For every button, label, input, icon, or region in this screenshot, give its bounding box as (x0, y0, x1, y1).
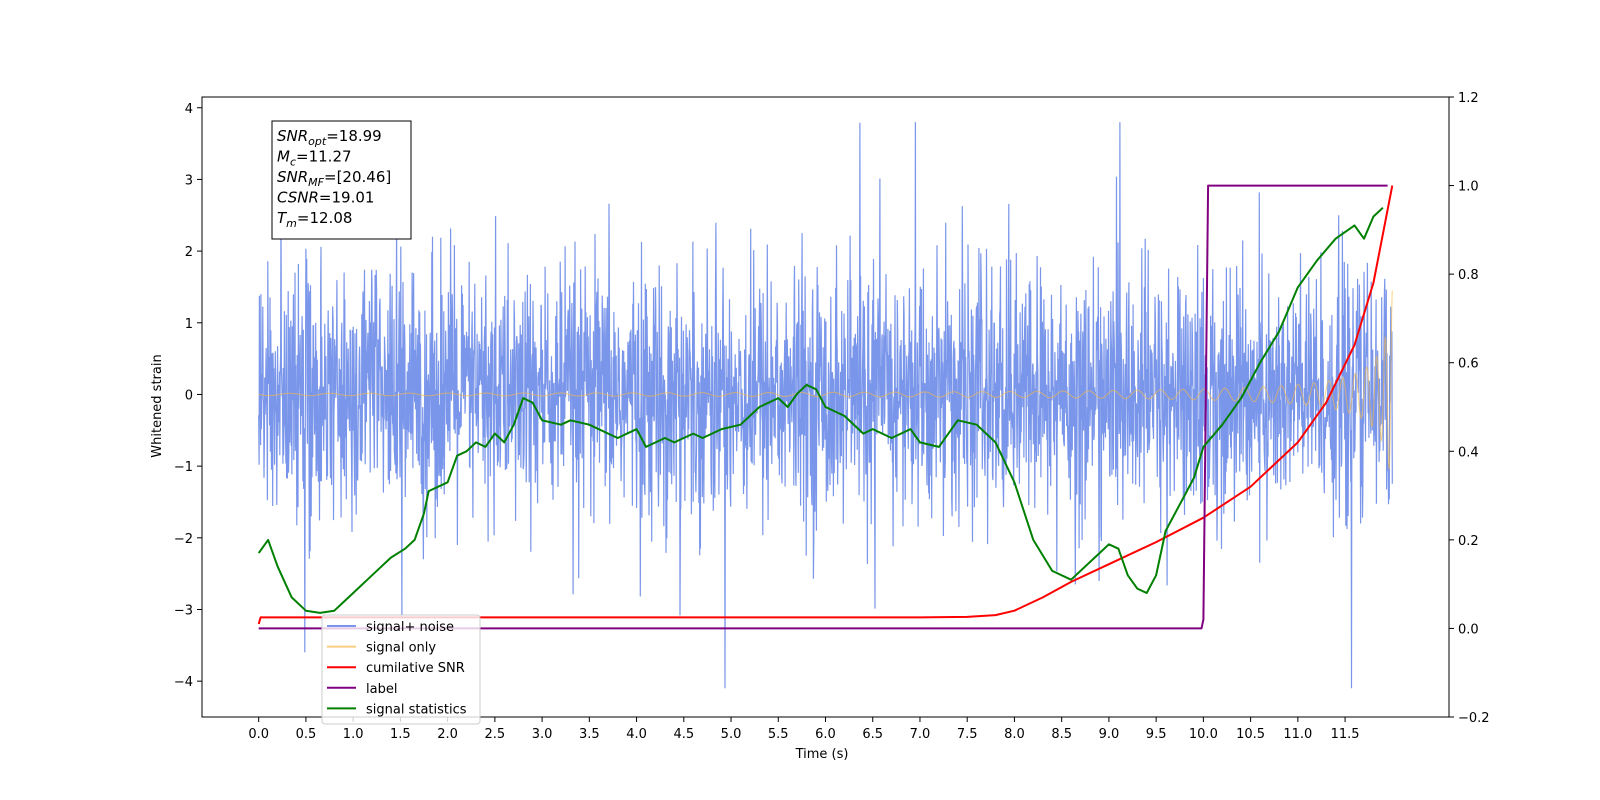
y-tick-label: 4 (185, 102, 193, 117)
x-tick-label: 6.0 (815, 727, 836, 742)
x-tick-label: 6.5 (862, 727, 883, 742)
x-tick-label: 0.0 (248, 727, 269, 742)
x-tick-label: 11.5 (1331, 727, 1360, 742)
x-tick-label: 7.0 (910, 727, 931, 742)
y-tick-label: −4 (174, 675, 193, 690)
y-tick-label: 0 (185, 388, 193, 403)
legend: signal+ noise signal only cumilative SNR la… (321, 614, 481, 725)
x-tick-label: 7.5 (957, 727, 978, 742)
x-tick-label: 4.5 (673, 727, 694, 742)
y-tick-label: −3 (174, 603, 193, 618)
y2-tick-label: 1.0 (1458, 180, 1479, 195)
info-box-line: Tm=12.08 (277, 209, 352, 230)
y2-tick-label: 0.0 (1458, 622, 1479, 637)
series-signal-only-line (258, 290, 1393, 470)
info-box-line: SNRopt=18.99 (277, 127, 382, 148)
legend-label: signal only (366, 641, 436, 656)
x-tick-label: 8.5 (1051, 727, 1072, 742)
legend-label: cumilative SNR (366, 661, 465, 676)
x-tick-label: 9.0 (1099, 727, 1120, 742)
series-signal-statistics-line (257, 206, 1384, 614)
legend-frame (321, 614, 481, 725)
plot-area (257, 122, 1394, 689)
y-tick-label: 2 (185, 245, 193, 260)
y2-tick-label: 0.8 (1458, 268, 1479, 283)
y2-tick-label: 0.6 (1458, 357, 1479, 372)
y-tick-label: 1 (185, 317, 193, 332)
info-box-frame (271, 120, 412, 240)
series-signal-plus-noise-line (258, 122, 1393, 689)
info-box-line: SNRMF=[20.46] (277, 168, 391, 189)
x-tick-label: 8.0 (1004, 727, 1025, 742)
x-tick-label: 10.5 (1236, 727, 1265, 742)
legend-label: label (366, 682, 397, 697)
x-tick-label: 5.0 (721, 727, 742, 742)
x-tick-label: 10.0 (1189, 727, 1218, 742)
info-box-line: CSNR=19.01 (277, 189, 374, 207)
x-tick-label: 0.5 (296, 727, 317, 742)
info-box-line: Mc=11.27 (277, 148, 352, 169)
axes: 0.0 0.5 1.0 1.5 2.0 2.5 3.0 3.5 4.0 4.5 5.0 5.5 6.0 6… (174, 91, 1490, 742)
legend-label: signal+ noise (366, 620, 454, 635)
x-tick-label: 3.5 (579, 727, 600, 742)
y-tick-label: 3 (185, 173, 193, 188)
x-tick-label: 5.5 (768, 727, 789, 742)
x-tick-label: 1.5 (390, 727, 411, 742)
y-tick-label: −1 (174, 460, 193, 475)
x-tick-label: 1.0 (343, 727, 364, 742)
series-cumilative-snr-line (257, 185, 1394, 625)
y-axis-label: Whitened strain (150, 354, 165, 457)
x-axis-label: Time (s) (795, 747, 849, 762)
info-box: SNRopt=18.99Mc=11.27SNRMF=[20.46]CSNR=19… (271, 120, 412, 240)
x-tick-label: 11.0 (1283, 727, 1312, 742)
x-tick-label: 2.5 (485, 727, 506, 742)
series-label-line (258, 184, 1388, 630)
y2-tick-label: −0.2 (1458, 711, 1490, 726)
y2-tick-label: 0.2 (1458, 534, 1479, 549)
y2-tick-label: 1.2 (1458, 91, 1479, 106)
x-tick-label: 2.0 (437, 727, 458, 742)
x-tick-label: 4.0 (626, 727, 647, 742)
x-tick-label: 9.5 (1146, 727, 1167, 742)
x-tick-label: 3.0 (532, 727, 553, 742)
y-tick-label: −2 (174, 532, 193, 547)
legend-label: signal statistics (366, 702, 467, 717)
y2-tick-label: 0.4 (1458, 445, 1479, 460)
